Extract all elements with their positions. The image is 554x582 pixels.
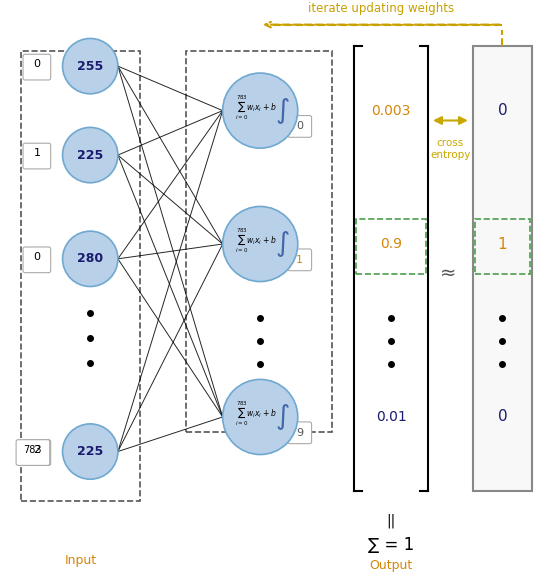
Text: 0: 0 <box>296 122 303 132</box>
FancyBboxPatch shape <box>23 54 51 80</box>
FancyBboxPatch shape <box>16 439 50 466</box>
Text: 280: 280 <box>77 253 103 265</box>
Text: 225: 225 <box>77 148 104 162</box>
Text: $\int$: $\int$ <box>275 95 289 126</box>
Text: 0: 0 <box>33 59 40 69</box>
Circle shape <box>223 379 297 455</box>
Text: ∑ = 1: ∑ = 1 <box>368 537 414 555</box>
Text: 1: 1 <box>296 255 303 265</box>
Circle shape <box>63 127 118 183</box>
FancyBboxPatch shape <box>288 116 311 137</box>
Text: Input: Input <box>64 553 96 567</box>
Text: iterate updating weights: iterate updating weights <box>308 2 454 15</box>
Text: 1: 1 <box>33 148 40 158</box>
Text: ||: || <box>387 513 396 528</box>
Text: $\sum_{i=0}^{783} w_i x_i + b$: $\sum_{i=0}^{783} w_i x_i + b$ <box>234 93 276 122</box>
Text: 0.003: 0.003 <box>371 104 411 118</box>
Bar <box>475 219 530 274</box>
FancyBboxPatch shape <box>23 247 51 273</box>
Text: 1: 1 <box>497 236 507 251</box>
Bar <box>186 51 332 432</box>
Text: 0: 0 <box>497 103 507 118</box>
FancyBboxPatch shape <box>23 439 51 466</box>
FancyBboxPatch shape <box>288 422 311 443</box>
Text: 225: 225 <box>77 445 104 458</box>
Bar <box>21 51 140 501</box>
Text: $\sum_{i=0}^{783} w_i x_i + b$: $\sum_{i=0}^{783} w_i x_i + b$ <box>234 400 276 428</box>
Text: 9: 9 <box>296 428 303 438</box>
Circle shape <box>223 73 297 148</box>
Text: Output: Output <box>370 559 413 572</box>
Bar <box>473 47 532 491</box>
Text: 783: 783 <box>24 445 42 455</box>
Circle shape <box>63 231 118 286</box>
Text: 0.9: 0.9 <box>380 237 402 251</box>
Text: 255: 255 <box>77 59 104 73</box>
Text: $\sum_{i=0}^{783} w_i x_i + b$: $\sum_{i=0}^{783} w_i x_i + b$ <box>234 227 276 255</box>
FancyBboxPatch shape <box>23 143 51 169</box>
Text: 2: 2 <box>33 445 40 455</box>
Text: $\int$: $\int$ <box>275 402 289 432</box>
Circle shape <box>63 38 118 94</box>
Text: $\int$: $\int$ <box>275 229 289 259</box>
Text: cross
entropy: cross entropy <box>430 139 471 160</box>
Text: ≈: ≈ <box>440 264 456 283</box>
Circle shape <box>63 424 118 479</box>
Text: 0: 0 <box>497 410 507 424</box>
Circle shape <box>223 207 297 282</box>
FancyBboxPatch shape <box>288 249 311 271</box>
Text: 0: 0 <box>33 252 40 262</box>
Text: 0.01: 0.01 <box>376 410 407 424</box>
Bar <box>356 219 426 274</box>
